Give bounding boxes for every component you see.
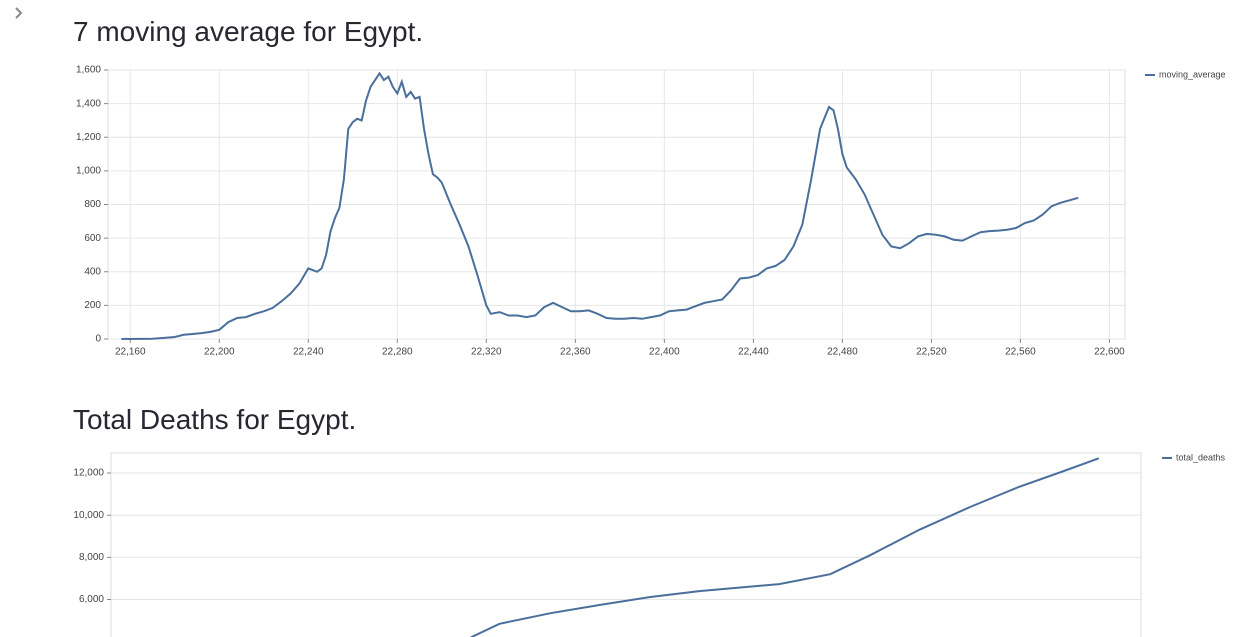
x-tick-label: 22,200 bbox=[204, 347, 235, 358]
sidebar-toggle[interactable] bbox=[12, 4, 26, 22]
y-tick-label: 6,000 bbox=[79, 594, 104, 605]
plot-frame bbox=[110, 452, 1142, 637]
chart-title: 7 moving average for Egypt. bbox=[73, 16, 424, 47]
x-tick-label: 22,480 bbox=[827, 347, 858, 358]
x-tick-label: 22,360 bbox=[560, 347, 591, 358]
x-tick-label: 22,320 bbox=[471, 347, 502, 358]
x-tick-label: 22,520 bbox=[916, 347, 947, 358]
x-tick-label: 22,600 bbox=[1094, 347, 1125, 358]
y-tick-label: 1,000 bbox=[76, 166, 101, 177]
y-tick-label: 1,400 bbox=[76, 98, 101, 109]
data-line bbox=[121, 71, 1079, 340]
legend-label: total_deaths bbox=[1176, 452, 1226, 462]
data-line bbox=[470, 457, 1100, 637]
y-tick-label: 800 bbox=[84, 199, 101, 210]
y-tick-label: 8,000 bbox=[79, 552, 104, 563]
x-tick-label: 22,160 bbox=[115, 347, 146, 358]
y-tick-label: 200 bbox=[84, 300, 101, 311]
x-tick-label: 22,440 bbox=[738, 347, 769, 358]
chart-title: Total Deaths for Egypt. bbox=[73, 404, 357, 435]
x-tick-label: 22,280 bbox=[382, 347, 413, 358]
y-tick-label: 1,600 bbox=[76, 65, 101, 76]
legend-label: moving_average bbox=[1159, 69, 1226, 79]
chart: 0 200 400 600 800 1,000 1,200 1,400 1,600 22,160 2… bbox=[76, 65, 1226, 358]
y-tick-label: 10,000 bbox=[73, 510, 104, 521]
y-tick-label: 12,000 bbox=[73, 468, 104, 479]
x-tick-label: 22,240 bbox=[293, 347, 324, 358]
x-tick-label: 22,560 bbox=[1005, 347, 1036, 358]
y-tick-label: 600 bbox=[84, 233, 101, 244]
y-tick-label: 400 bbox=[84, 266, 101, 277]
y-tick-label: 1,200 bbox=[76, 132, 101, 143]
x-tick-label: 22,400 bbox=[649, 347, 680, 358]
y-tick-label: 0 bbox=[95, 334, 101, 345]
